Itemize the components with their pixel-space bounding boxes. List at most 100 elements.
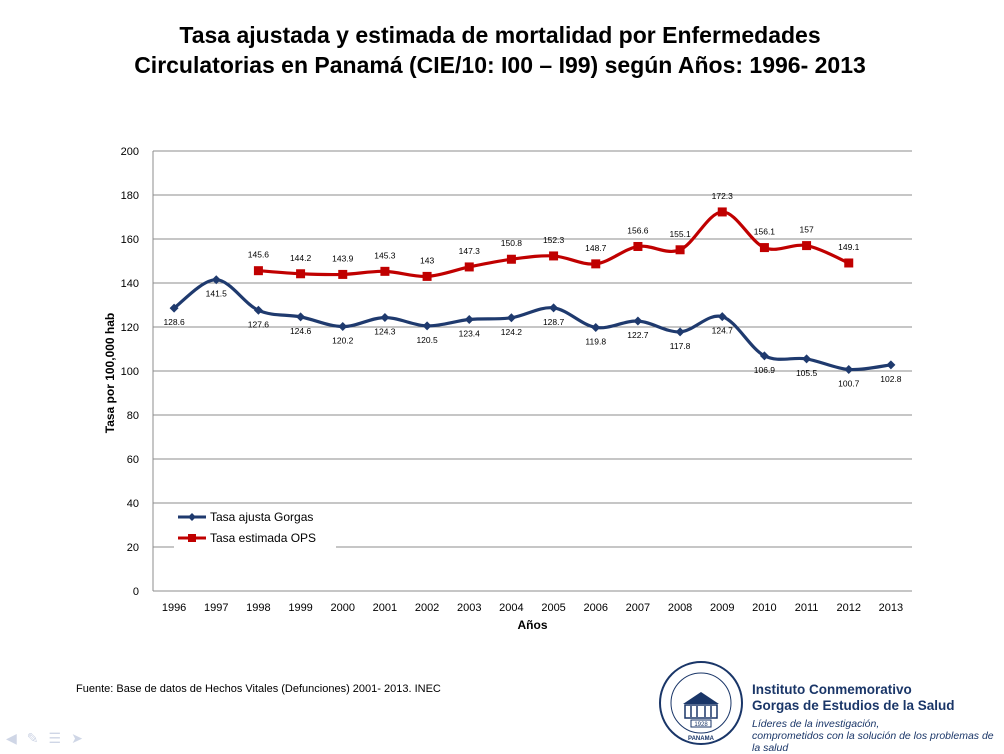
data-point <box>296 312 306 322</box>
y-tick-label: 80 <box>127 410 139 422</box>
data-point <box>506 313 516 323</box>
data-label: 120.5 <box>416 335 438 345</box>
x-axis-title: Años <box>518 618 548 632</box>
institution-tagline-line-2: comprometidos con la solución de los pro… <box>752 730 994 754</box>
data-label: 128.7 <box>543 317 565 327</box>
data-point <box>802 354 812 364</box>
data-label: 124.7 <box>712 326 734 336</box>
data-label: 123.4 <box>459 329 481 339</box>
x-tick-label: 2003 <box>457 602 481 614</box>
data-label: 143.9 <box>332 253 354 263</box>
data-label: 143 <box>420 255 434 265</box>
data-point <box>253 266 263 276</box>
data-label: 119.8 <box>585 336 606 346</box>
data-label: 148.7 <box>585 243 607 253</box>
y-tick-label: 140 <box>121 278 139 290</box>
data-point <box>591 259 601 269</box>
y-tick-label: 120 <box>121 322 139 334</box>
y-tick-label: 100 <box>121 366 139 378</box>
data-label: 117.8 <box>670 341 691 351</box>
arrow-left-icon[interactable]: ◀ <box>6 730 17 746</box>
data-point <box>338 269 348 279</box>
data-point <box>464 315 474 325</box>
data-label: 149.1 <box>838 242 860 252</box>
pen-icon[interactable]: ✎ <box>26 730 39 746</box>
data-label: 147.3 <box>459 246 481 256</box>
data-point <box>211 275 221 285</box>
institution-name-line-2: Gorgas de Estudios de la Salud <box>752 698 955 713</box>
x-tick-label: 1996 <box>162 602 186 614</box>
data-label: 141.5 <box>206 289 228 299</box>
data-point <box>886 360 896 370</box>
institution-tagline-line-1: Líderes de la investigación, <box>752 718 880 730</box>
x-tick-label: 2006 <box>584 602 608 614</box>
data-point <box>633 316 643 326</box>
gorgas-seal-logo: 1928 PANAMA <box>659 661 743 745</box>
data-label: 124.2 <box>501 327 523 337</box>
x-tick-label: 2008 <box>668 602 692 614</box>
x-tick-label: 2002 <box>415 602 439 614</box>
x-tick-label: 1997 <box>204 602 228 614</box>
data-label: 106.9 <box>754 365 776 375</box>
data-label: 156.6 <box>627 225 649 235</box>
data-label: 105.5 <box>796 368 818 378</box>
data-label: 156.1 <box>754 227 776 237</box>
y-axis-title: Tasa por 100,000 hab <box>103 313 117 434</box>
y-tick-label: 20 <box>127 542 139 554</box>
x-tick-label: 2010 <box>752 602 776 614</box>
data-point <box>338 322 348 332</box>
x-tick-label: 2001 <box>373 602 397 614</box>
legend-label: Tasa estimada OPS <box>210 531 316 545</box>
data-point <box>802 241 812 251</box>
x-tick-label: 2009 <box>710 602 734 614</box>
institution-block: Instituto Conmemorativo Gorgas de Estudi… <box>752 682 1004 754</box>
legend-box <box>174 506 336 550</box>
source-note: Fuente: Base de datos de Hechos Vitales … <box>76 683 441 695</box>
slide-nav: ◀ ✎ ☰ ➤ <box>6 731 83 745</box>
data-label: 124.3 <box>374 327 396 337</box>
y-tick-label: 60 <box>127 454 139 466</box>
data-label: 144.2 <box>290 253 312 263</box>
svg-text:PANAMA: PANAMA <box>688 736 715 742</box>
x-tick-label: 2013 <box>879 602 903 614</box>
data-point <box>591 322 601 332</box>
data-point <box>759 351 769 361</box>
data-label: 145.6 <box>248 250 270 260</box>
x-tick-label: 2000 <box>331 602 355 614</box>
institution-name-line-1: Instituto Conmemorativo <box>752 682 912 697</box>
x-tick-label: 2012 <box>837 602 861 614</box>
data-label: 128.6 <box>163 317 185 327</box>
title-line-1: Tasa ajustada y estimada de mortalidad p… <box>179 22 821 48</box>
x-tick-label: 2007 <box>626 602 650 614</box>
data-point <box>844 258 854 268</box>
data-point <box>464 262 474 272</box>
y-tick-label: 200 <box>121 146 139 158</box>
line-chart: 0 20 40 60 80 100 120 140 160 180 200 1996 1997 1998 1… <box>103 146 912 632</box>
data-label: 152.3 <box>543 235 565 245</box>
y-tick-label: 40 <box>127 498 139 510</box>
x-tick-label: 2004 <box>499 602 523 614</box>
data-point <box>675 327 685 337</box>
y-tick-label: 160 <box>121 234 139 246</box>
data-point <box>549 251 559 261</box>
data-point <box>380 313 390 323</box>
menu-icon[interactable]: ☰ <box>48 730 62 746</box>
data-label: 127.6 <box>248 319 270 329</box>
svg-text:1928: 1928 <box>694 722 708 728</box>
legend-marker <box>188 513 196 521</box>
data-point <box>296 269 306 279</box>
data-label: 120.2 <box>332 336 354 346</box>
x-tick-label: 2011 <box>795 602 819 614</box>
data-point <box>759 243 769 253</box>
data-point <box>717 207 727 217</box>
data-point <box>633 241 643 251</box>
title-line-2: Circulatorias en Panamá (CIE/10: I00 – I… <box>134 52 866 78</box>
data-point <box>169 303 179 313</box>
arrow-right-icon[interactable]: ➤ <box>71 730 83 746</box>
data-point <box>506 254 516 264</box>
legend-marker <box>188 534 196 542</box>
data-label: 124.6 <box>290 326 312 336</box>
data-point <box>380 266 390 276</box>
data-point <box>549 303 559 313</box>
data-label: 100.7 <box>838 378 860 388</box>
